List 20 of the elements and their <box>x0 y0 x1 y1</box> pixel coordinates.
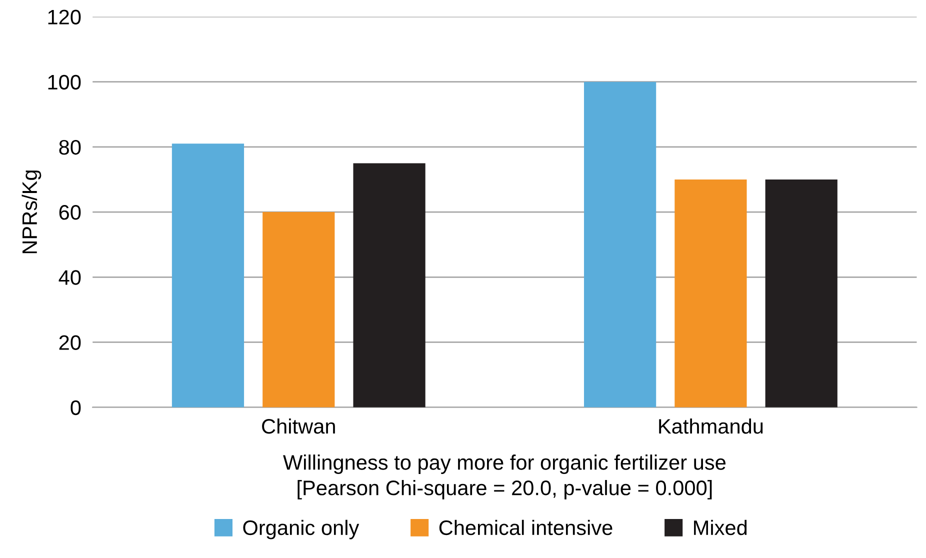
y-tick-label: 100 <box>48 74 81 90</box>
bar <box>262 212 335 408</box>
x-tick-label: Chitwan <box>262 418 335 434</box>
bar <box>172 144 244 408</box>
x-tick-label: Kathmandu <box>659 418 763 434</box>
y-axis-title: NPRs/Kg <box>22 170 42 254</box>
y-tick-label: 60 <box>59 205 81 220</box>
legend-label: Chemical intensive <box>439 520 612 536</box>
y-tick-label: 20 <box>59 335 81 350</box>
x-axis-title: Willingness to pay more for organic fertilizer use [Pearson Chi-square = 20.0, p-value = 0.000] <box>283 454 726 500</box>
bar <box>584 82 656 408</box>
legend-label: Mixed <box>694 520 747 536</box>
bar <box>765 179 838 408</box>
y-tick-label: 80 <box>59 140 81 155</box>
y-tick-label: 120 <box>48 10 81 24</box>
bar <box>353 163 426 408</box>
y-tick-label: 40 <box>58 270 81 285</box>
legend-label: Organic only <box>243 520 360 540</box>
bar <box>674 179 747 408</box>
y-tick-label: 0 <box>70 400 81 416</box>
